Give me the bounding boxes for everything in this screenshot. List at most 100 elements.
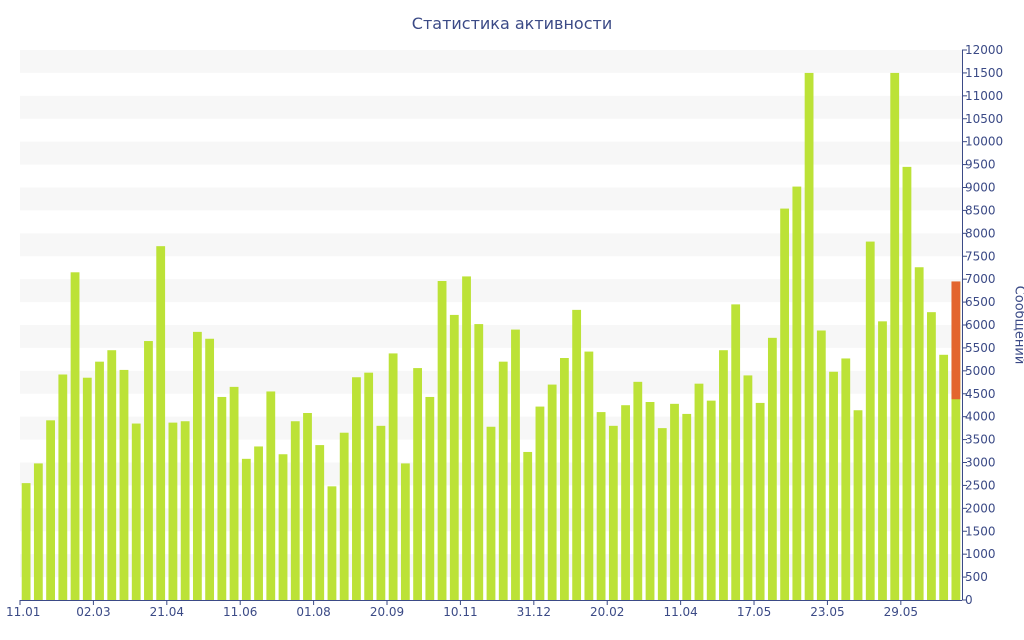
y-tick-label: 1500 [965,524,996,538]
bar [144,341,153,600]
y-tick-label: 9000 [965,181,996,195]
bar [902,166,912,600]
bar [719,350,728,600]
x-tick-label: 11.04 [663,605,697,619]
bar [523,451,533,600]
bar [156,246,166,600]
bar [645,402,655,600]
bar [241,458,251,600]
chart-title: Статистика активности [411,14,613,33]
x-tick-label: 20.09 [370,605,404,619]
bar [462,276,471,600]
bar [486,426,496,600]
bar [694,383,704,600]
bar [192,331,202,600]
y-tick-label: 4000 [965,410,996,424]
bar [621,405,630,600]
bar [755,402,765,600]
bar [706,400,716,600]
bar [682,413,692,600]
bar [58,374,68,600]
bar [376,425,386,600]
bar [303,413,312,600]
bar [425,396,435,600]
y-tick-label: 5500 [965,341,996,355]
bar [633,381,643,600]
y-tick-label: 7500 [965,249,996,263]
bar [21,483,31,600]
bar [743,375,753,600]
grid-band [20,95,962,119]
bar [180,421,190,600]
bar [46,420,55,600]
bar [364,372,374,600]
bar [596,412,606,600]
bar [939,354,949,600]
bar [804,72,814,600]
bar [119,369,129,600]
y-tick-label: 2500 [965,478,996,492]
bar [168,422,178,600]
bar-highlight [951,281,961,400]
bar [339,432,349,600]
bar [388,353,398,600]
y-tick-label: 2000 [965,501,996,515]
bar [498,361,508,600]
grid-band [20,141,962,165]
bar [780,208,790,601]
bar [131,423,141,600]
y-tick-label: 5000 [965,364,996,378]
grid-band [20,233,962,257]
bar [229,386,239,600]
bar [352,377,361,600]
bar [33,463,43,600]
y-tick-label: 6000 [965,318,996,332]
y-tick-label: 12000 [965,43,1003,57]
x-tick-label: 11.06 [223,605,257,619]
y-tick-label: 10000 [965,135,1003,149]
grid-band [20,279,962,303]
y-tick-label: 1000 [965,547,996,561]
bar [767,337,777,600]
bar [278,454,288,600]
bar [95,361,104,600]
y-tick-label: 4500 [965,387,996,401]
bar [413,368,423,600]
x-tick-label: 20.02 [590,605,624,619]
bar [853,410,863,600]
y-tick-label: 0 [965,593,973,607]
y-tick-label: 6500 [965,295,996,309]
y-tick-label: 500 [965,570,988,584]
y-tick-label: 9500 [965,158,996,172]
bar [572,309,582,600]
bar [816,330,826,600]
y-ticks-group: 0 500 1000 1500 2000 2500 3000 3500 4000 4500 5000… [962,43,1003,607]
bar [290,421,300,600]
bar [437,281,447,600]
y-tick-label: 3500 [965,433,996,447]
grid-band [20,325,962,348]
bar [951,281,961,600]
bar [474,324,484,600]
bar [914,267,924,600]
y-tick-label: 11000 [965,89,1003,103]
bar [70,272,80,600]
bar [731,304,741,600]
y-tick-label: 7000 [965,272,996,286]
x-tick-label: 02.03 [76,605,110,619]
bar [205,338,215,600]
bar [559,358,569,600]
bar [657,428,667,600]
x-tick-label: 10.11 [443,605,477,619]
x-tick-label: 31.12 [517,605,551,619]
x-tick-label: 01.08 [296,605,330,619]
bar [82,377,92,600]
bar [217,396,227,600]
y-tick-label: 3000 [965,456,996,470]
x-tick-label: 21.04 [150,605,184,619]
x-ticks-group: 11.01 02.03 21.04 11.06 01.08 20.09 10.11 31.12… [6,600,918,619]
bar [315,445,325,600]
bar [670,403,679,600]
